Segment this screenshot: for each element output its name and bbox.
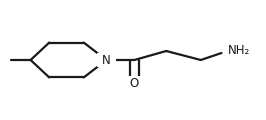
FancyBboxPatch shape <box>226 43 253 59</box>
Text: O: O <box>130 77 139 90</box>
Text: N: N <box>102 54 111 66</box>
Text: NH₂: NH₂ <box>227 45 250 57</box>
FancyBboxPatch shape <box>97 53 116 67</box>
FancyBboxPatch shape <box>125 76 144 91</box>
